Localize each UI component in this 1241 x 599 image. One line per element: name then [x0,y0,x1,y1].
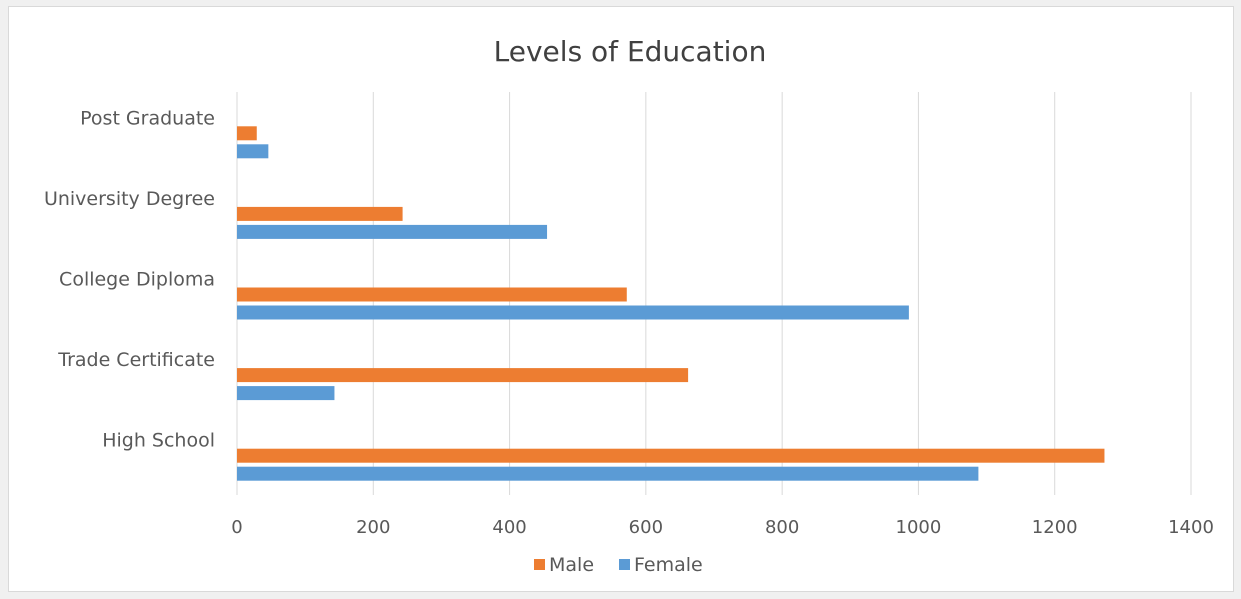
x-tick-label: 1000 [896,517,942,538]
chart-area: High School Trade Certificate College Dipl… [8,6,1234,592]
bar-male-trade-certificate [237,368,689,383]
x-axis-ticks: 0 200 400 600 800 1000 1200 1400 [231,517,1214,538]
legend-label-male: Male [549,554,594,576]
category-label: College Diploma [59,269,215,291]
bar-female-university-degree [237,224,548,239]
x-tick-label: 800 [765,517,799,538]
bar-male-university-degree [237,206,403,221]
x-tick-label: 1400 [1168,517,1214,538]
category-label: High School [102,430,215,452]
category-label: University Degree [44,188,215,210]
x-tick-label: 400 [492,517,526,538]
bar-female-college-diploma [237,305,909,320]
x-tick-label: 200 [356,517,390,538]
bar-male-post-graduate [237,126,257,141]
category-label: Post Graduate [80,107,215,129]
legend-swatch-female [619,559,630,570]
bar-male-college-diploma [237,287,627,302]
legend-swatch-male [534,559,545,570]
category-label: Trade Certificate [57,349,215,371]
bar-female-trade-certificate [237,386,335,401]
x-tick-label: 1200 [1032,517,1078,538]
bar-chart: High School Trade Certificate College Dipl… [44,35,1214,576]
category-labels: High School Trade Certificate College Dipl… [44,107,215,451]
legend-label-female: Female [634,554,703,576]
x-tick-label: 0 [231,517,242,538]
x-tick-label: 600 [629,517,663,538]
bar-female-high-school [237,466,979,481]
chart-title: Levels of Education [494,35,767,68]
bar-male-high-school [237,448,1105,463]
bars [237,126,1105,481]
legend: Male Female [534,554,703,576]
bar-female-post-graduate [237,144,269,159]
